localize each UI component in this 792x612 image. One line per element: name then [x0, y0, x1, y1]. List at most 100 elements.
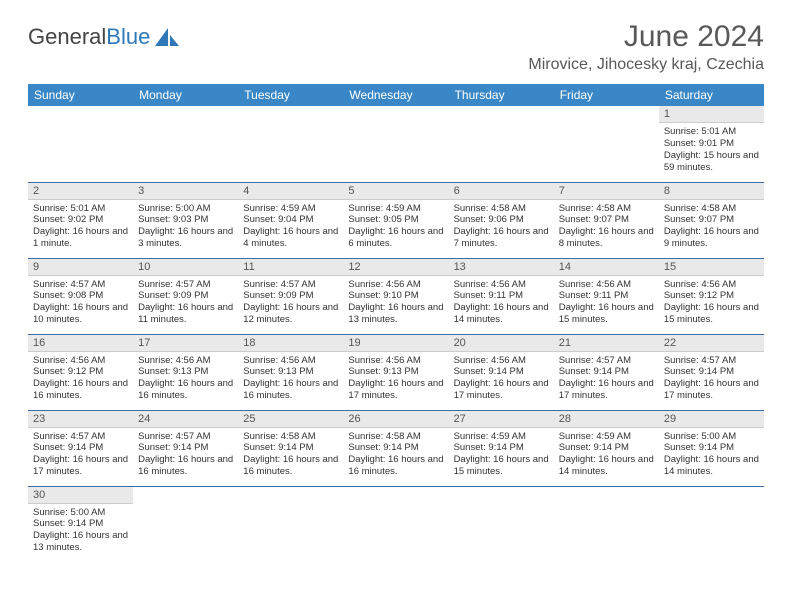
- sunrise-text: Sunrise: 4:56 AM: [348, 279, 443, 291]
- sunset-text: Sunset: 9:01 PM: [664, 138, 759, 150]
- calendar-cell: [449, 486, 554, 562]
- calendar-cell: [343, 486, 448, 562]
- day-number: 21: [554, 335, 659, 352]
- sail-icon: [154, 27, 180, 47]
- day-body: Sunrise: 5:00 AMSunset: 9:14 PMDaylight:…: [28, 504, 133, 557]
- day-number: 7: [554, 183, 659, 200]
- daylight-text: Daylight: 16 hours and 14 minutes.: [664, 454, 759, 478]
- daylight-text: Daylight: 16 hours and 14 minutes.: [559, 454, 654, 478]
- sunset-text: Sunset: 9:14 PM: [664, 366, 759, 378]
- sunrise-text: Sunrise: 4:56 AM: [559, 279, 654, 291]
- calendar-cell: 4Sunrise: 4:59 AMSunset: 9:04 PMDaylight…: [238, 182, 343, 258]
- day-number: 4: [238, 183, 343, 200]
- day-number: 1: [659, 106, 764, 123]
- calendar-cell: 12Sunrise: 4:56 AMSunset: 9:10 PMDayligh…: [343, 258, 448, 334]
- calendar-cell: 30Sunrise: 5:00 AMSunset: 9:14 PMDayligh…: [28, 486, 133, 562]
- sunset-text: Sunset: 9:11 PM: [454, 290, 549, 302]
- day-number: 2: [28, 183, 133, 200]
- day-number: 16: [28, 335, 133, 352]
- calendar-table: SundayMondayTuesdayWednesdayThursdayFrid…: [28, 84, 764, 562]
- day-body: Sunrise: 4:56 AMSunset: 9:10 PMDaylight:…: [343, 276, 448, 329]
- day-body: Sunrise: 5:01 AMSunset: 9:01 PMDaylight:…: [659, 123, 764, 176]
- day-number: 30: [28, 487, 133, 504]
- daylight-text: Daylight: 16 hours and 12 minutes.: [243, 302, 338, 326]
- calendar-cell: [133, 486, 238, 562]
- day-number: 11: [238, 259, 343, 276]
- sunset-text: Sunset: 9:14 PM: [559, 442, 654, 454]
- calendar-cell: 5Sunrise: 4:59 AMSunset: 9:05 PMDaylight…: [343, 182, 448, 258]
- daylight-text: Daylight: 16 hours and 16 minutes.: [348, 454, 443, 478]
- sunset-text: Sunset: 9:14 PM: [454, 442, 549, 454]
- calendar-cell: 8Sunrise: 4:58 AMSunset: 9:07 PMDaylight…: [659, 182, 764, 258]
- brand-name-a: General: [28, 24, 106, 50]
- day-body: Sunrise: 5:00 AMSunset: 9:03 PMDaylight:…: [133, 200, 238, 253]
- weekday-header: Saturday: [659, 84, 764, 106]
- sunset-text: Sunset: 9:05 PM: [348, 214, 443, 226]
- day-body: Sunrise: 4:57 AMSunset: 9:08 PMDaylight:…: [28, 276, 133, 329]
- day-number: 23: [28, 411, 133, 428]
- location: Mirovice, Jihocesky kraj, Czechia: [528, 56, 764, 74]
- daylight-text: Daylight: 16 hours and 15 minutes.: [454, 454, 549, 478]
- daylight-text: Daylight: 16 hours and 7 minutes.: [454, 226, 549, 250]
- day-body: Sunrise: 5:00 AMSunset: 9:14 PMDaylight:…: [659, 428, 764, 481]
- sunrise-text: Sunrise: 5:01 AM: [33, 203, 128, 215]
- weekday-header: Sunday: [28, 84, 133, 106]
- sunset-text: Sunset: 9:13 PM: [348, 366, 443, 378]
- month-title: June 2024: [528, 20, 764, 54]
- day-number: 12: [343, 259, 448, 276]
- sunrise-text: Sunrise: 4:58 AM: [559, 203, 654, 215]
- sunset-text: Sunset: 9:14 PM: [454, 366, 549, 378]
- daylight-text: Daylight: 16 hours and 11 minutes.: [138, 302, 233, 326]
- day-number: 5: [343, 183, 448, 200]
- sunset-text: Sunset: 9:14 PM: [243, 442, 338, 454]
- calendar-cell: 24Sunrise: 4:57 AMSunset: 9:14 PMDayligh…: [133, 410, 238, 486]
- calendar-cell: [238, 486, 343, 562]
- weekday-header: Monday: [133, 84, 238, 106]
- brand-name-b: Blue: [106, 24, 150, 50]
- daylight-text: Daylight: 16 hours and 16 minutes.: [138, 378, 233, 402]
- calendar-cell: 7Sunrise: 4:58 AMSunset: 9:07 PMDaylight…: [554, 182, 659, 258]
- sunset-text: Sunset: 9:11 PM: [559, 290, 654, 302]
- day-number: 25: [238, 411, 343, 428]
- sunset-text: Sunset: 9:03 PM: [138, 214, 233, 226]
- sunrise-text: Sunrise: 4:59 AM: [559, 431, 654, 443]
- day-body: Sunrise: 4:58 AMSunset: 9:07 PMDaylight:…: [659, 200, 764, 253]
- day-body: Sunrise: 4:56 AMSunset: 9:13 PMDaylight:…: [133, 352, 238, 405]
- sunrise-text: Sunrise: 4:58 AM: [243, 431, 338, 443]
- calendar-cell: 17Sunrise: 4:56 AMSunset: 9:13 PMDayligh…: [133, 334, 238, 410]
- sunset-text: Sunset: 9:06 PM: [454, 214, 549, 226]
- daylight-text: Daylight: 16 hours and 16 minutes.: [138, 454, 233, 478]
- day-body: Sunrise: 4:57 AMSunset: 9:09 PMDaylight:…: [133, 276, 238, 329]
- day-body: Sunrise: 4:57 AMSunset: 9:14 PMDaylight:…: [554, 352, 659, 405]
- day-number: 27: [449, 411, 554, 428]
- calendar-cell: [133, 106, 238, 182]
- day-body: Sunrise: 4:59 AMSunset: 9:14 PMDaylight:…: [449, 428, 554, 481]
- sunrise-text: Sunrise: 4:56 AM: [454, 279, 549, 291]
- sunrise-text: Sunrise: 4:57 AM: [138, 279, 233, 291]
- daylight-text: Daylight: 16 hours and 4 minutes.: [243, 226, 338, 250]
- sunset-text: Sunset: 9:07 PM: [664, 214, 759, 226]
- sunset-text: Sunset: 9:14 PM: [348, 442, 443, 454]
- sunrise-text: Sunrise: 4:57 AM: [243, 279, 338, 291]
- sunrise-text: Sunrise: 5:00 AM: [33, 507, 128, 519]
- daylight-text: Daylight: 16 hours and 10 minutes.: [33, 302, 128, 326]
- sunset-text: Sunset: 9:12 PM: [664, 290, 759, 302]
- day-number: 19: [343, 335, 448, 352]
- sunset-text: Sunset: 9:07 PM: [559, 214, 654, 226]
- daylight-text: Daylight: 16 hours and 15 minutes.: [664, 302, 759, 326]
- sunset-text: Sunset: 9:13 PM: [243, 366, 338, 378]
- day-number: 9: [28, 259, 133, 276]
- calendar-cell: 9Sunrise: 4:57 AMSunset: 9:08 PMDaylight…: [28, 258, 133, 334]
- day-number: 20: [449, 335, 554, 352]
- sunrise-text: Sunrise: 4:57 AM: [33, 279, 128, 291]
- sunrise-text: Sunrise: 4:56 AM: [33, 355, 128, 367]
- daylight-text: Daylight: 16 hours and 17 minutes.: [33, 454, 128, 478]
- calendar-cell: [554, 486, 659, 562]
- sunrise-text: Sunrise: 4:57 AM: [664, 355, 759, 367]
- sunrise-text: Sunrise: 4:58 AM: [348, 431, 443, 443]
- calendar-cell: 11Sunrise: 4:57 AMSunset: 9:09 PMDayligh…: [238, 258, 343, 334]
- sunset-text: Sunset: 9:13 PM: [138, 366, 233, 378]
- day-body: Sunrise: 4:57 AMSunset: 9:09 PMDaylight:…: [238, 276, 343, 329]
- day-number: 15: [659, 259, 764, 276]
- day-body: Sunrise: 4:56 AMSunset: 9:14 PMDaylight:…: [449, 352, 554, 405]
